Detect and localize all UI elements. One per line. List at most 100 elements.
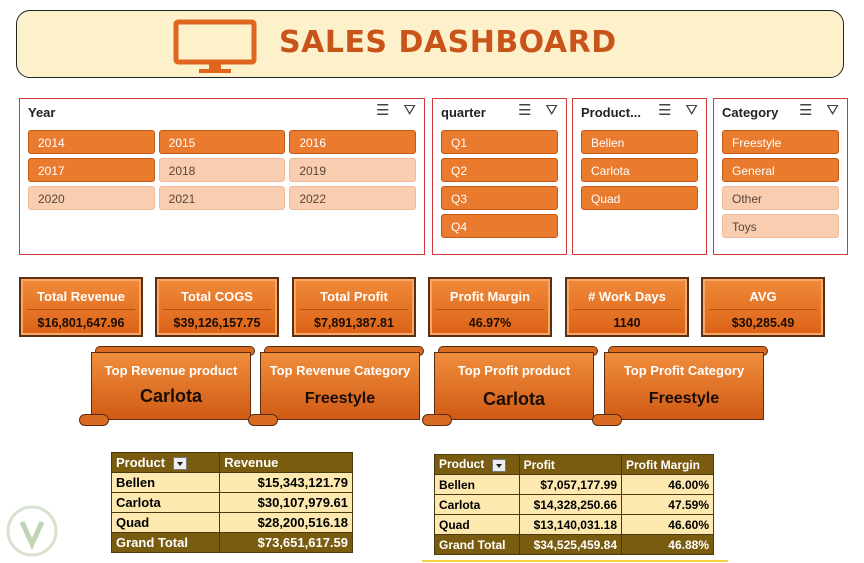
kpi-value: $39,126,157.75 [173,316,261,330]
table-row: Carlota $14,328,250.66 47.59% [434,494,714,515]
column-header[interactable]: Product [434,454,520,475]
table-row: Carlota $30,107,979.61 [110,492,353,513]
table-cell: $13,140,031.18 [518,514,623,535]
table-row: Quad $13,140,031.18 46.60% [434,514,714,535]
filter-dropdown-icon[interactable] [492,458,507,472]
kpi-label: Total Revenue [37,289,125,304]
top-revenue-category-card: Top Revenue Category Freestyle [248,346,424,426]
watermark-logo-icon [6,505,58,557]
slicer-item-quarter[interactable]: Q2 [441,158,558,182]
table-cell: Carlota [434,494,520,515]
kpi-label: # Work Days [588,289,666,304]
table-row: Bellen $7,057,177.99 46.00% [434,474,714,495]
card-label: Top Revenue product [104,363,238,378]
table-cell: $7,057,177.99 [518,474,623,495]
multi-select-icon[interactable]: ☰ [798,102,813,119]
dashboard-banner: SALES DASHBOARD [16,10,844,78]
top-profit-product-card: Top Profit product Carlota [422,346,598,426]
profit-pivot-table: Product Profit Profit Margin Bellen $7,0… [434,454,714,555]
slicer-product: Product... ☰ ⛛ Bellen Carlota Quad [572,98,707,255]
card-value: Carlota [139,386,202,406]
card-value: Freestyle [648,390,720,407]
slicer-item-category[interactable]: Toys [722,214,839,238]
kpi-value: 1140 [613,316,641,330]
grand-total-row: Grand Total $73,651,617.59 [110,532,353,553]
slicer-title: Product... [581,105,641,120]
kpi-avg: AVG $30,285.49 [701,277,825,337]
table-cell: Bellen [110,472,221,493]
table-header-row: Product Profit Profit Margin [434,454,714,475]
kpi-profit-margin: Profit Margin 46.97% [428,277,552,337]
slicer-item-year[interactable]: 2022 [289,186,416,210]
card-label: Top Profit Category [623,363,745,378]
slicer-item-product[interactable]: Bellen [581,130,698,154]
table-cell: $73,651,617.59 [219,532,353,553]
slicer-item-year[interactable]: 2015 [158,130,286,154]
kpi-value: $30,285.49 [731,316,795,330]
filter-dropdown-icon[interactable] [173,457,188,471]
slicer-item-category[interactable]: Freestyle [722,130,839,154]
slicer-title: quarter [441,105,486,120]
multi-select-icon[interactable]: ☰ [657,102,672,119]
slicer-item-year[interactable]: 2019 [289,158,416,182]
slicer-item-year[interactable]: 2020 [28,186,155,210]
slicer-item-category[interactable]: General [722,158,839,182]
table-cell: 47.59% [621,494,714,515]
clear-filter-icon[interactable]: ⛛ [826,102,839,119]
kpi-value: $16,801,647.96 [37,316,125,330]
slicer-quarter: quarter ☰ ⛛ Q1 Q2 Q3 Q4 [432,98,567,255]
slicer-item-product[interactable]: Quad [581,186,698,210]
slicer-year: Year ☰ ⛛ 2014 2015 2016 2017 2018 2019 2020 202… [19,98,425,255]
slicer-item-quarter[interactable]: Q1 [441,130,558,154]
slicer-item-year[interactable]: 2021 [158,186,286,210]
table-row: Bellen $15,343,121.79 [110,472,353,493]
card-label: Top Revenue Category [269,363,411,378]
slicer-title: Year [28,105,56,120]
divider [422,560,728,562]
slicer-category: Category ☰ ⛛ Freestyle General Other Toys [713,98,848,255]
top-profit-category-card: Top Profit Category Freestyle [592,346,768,426]
clear-filter-icon[interactable]: ⛛ [685,102,698,119]
table-cell: Grand Total [110,532,221,553]
kpi-total-cogs: Total COGS $39,126,157.75 [155,277,279,337]
multi-select-icon[interactable]: ☰ [517,102,532,119]
slicer-item-product[interactable]: Carlota [581,158,698,182]
slicer-item-year[interactable]: 2018 [158,158,286,182]
slicer-title: Category [722,105,779,120]
grand-total-row: Grand Total $34,525,459.84 46.88% [434,534,714,555]
kpi-label: AVG [749,289,777,304]
slicer-item-year[interactable]: 2014 [28,130,155,154]
slicer-item-year[interactable]: 2016 [289,130,416,154]
table-cell: $15,343,121.79 [219,472,353,493]
slicer-item-category[interactable]: Other [722,186,839,210]
card-label: Top Profit product [457,363,571,378]
card-value: Freestyle [304,390,376,407]
kpi-label: Profit Margin [449,289,531,304]
table-cell: 46.60% [621,514,714,535]
table-cell: $30,107,979.61 [219,492,353,513]
column-header: Profit [518,454,623,475]
slicer-item-quarter[interactable]: Q3 [441,186,558,210]
table-row: Quad $28,200,516.18 [110,512,353,533]
column-header: Profit Margin [621,454,714,475]
multi-select-icon[interactable]: ☰ [375,102,390,119]
clear-filter-icon[interactable]: ⛛ [545,102,558,119]
kpi-label: Total Profit [320,289,388,304]
kpi-value: 46.97% [468,316,512,330]
table-cell: Bellen [434,474,520,495]
table-cell: $34,525,459.84 [518,534,623,555]
table-cell: Quad [110,512,221,533]
table-cell: Grand Total [434,534,520,555]
slicer-item-quarter[interactable]: Q4 [441,214,558,238]
page-title: SALES DASHBOARD [279,25,617,60]
kpi-work-days: # Work Days 1140 [565,277,689,337]
table-cell: Carlota [110,492,221,513]
table-cell: 46.00% [621,474,714,495]
kpi-total-profit: Total Profit $7,891,387.81 [292,277,416,337]
column-header[interactable]: Product [110,452,221,473]
slicer-item-year[interactable]: 2017 [28,158,155,182]
top-revenue-product-card: Top Revenue product Carlota [79,346,255,426]
card-value: Carlota [482,389,545,409]
clear-filter-icon[interactable]: ⛛ [403,102,416,119]
monitor-icon [173,19,257,73]
